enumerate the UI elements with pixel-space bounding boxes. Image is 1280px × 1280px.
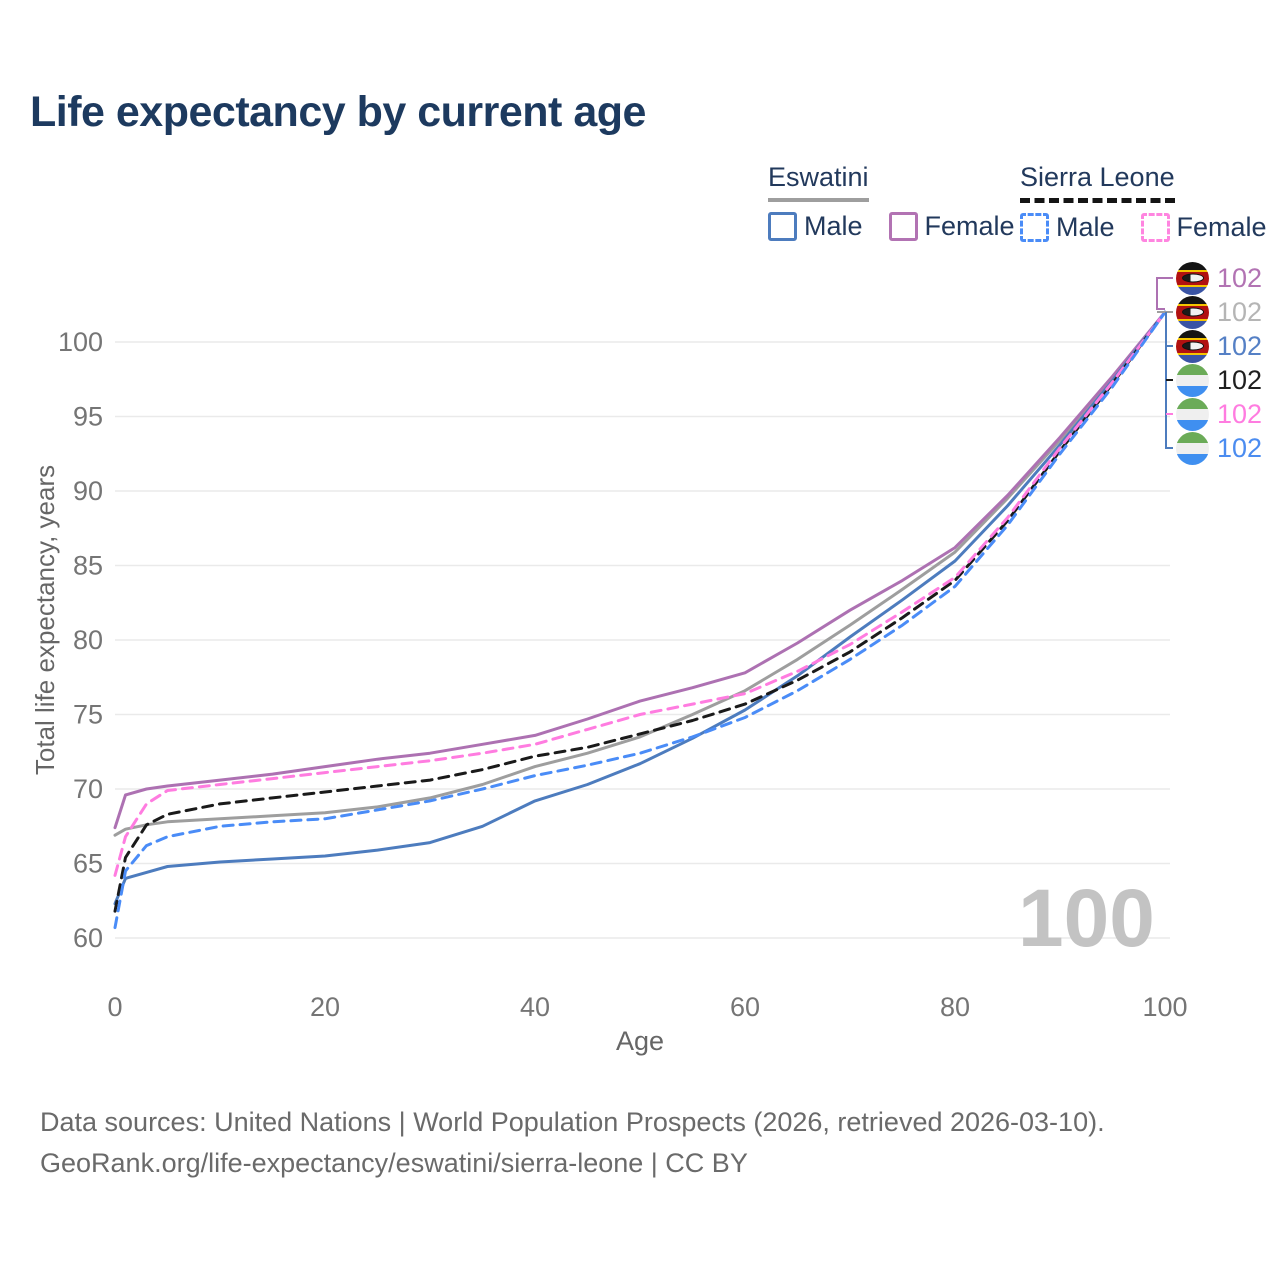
eswatini-shield-icon xyxy=(1181,273,1204,283)
sierra-leone-flag-icon xyxy=(1176,431,1209,465)
y-tick-label: 85 xyxy=(73,551,103,581)
y-tick-label: 65 xyxy=(73,849,103,879)
x-axis-title: Age xyxy=(615,1026,665,1056)
y-tick-label: 90 xyxy=(73,476,103,506)
end-value-row: 102 xyxy=(1176,295,1262,329)
legend-item-sierra-leone-female[interactable]: Female xyxy=(1140,212,1267,243)
sierra-leone-male-swatch-icon xyxy=(1020,213,1049,242)
sierra-leone-flag-icon xyxy=(1176,397,1209,431)
sierra-leone-female-swatch-icon xyxy=(1140,213,1170,242)
x-tick-label: 40 xyxy=(520,992,550,1022)
end-value-label: 102 xyxy=(1217,398,1263,429)
series-line-eswatini-male xyxy=(113,310,1167,906)
series-line-sierra-leone-female xyxy=(113,310,1167,877)
leader-line xyxy=(1156,277,1173,310)
eswatini-shield-icon xyxy=(1181,341,1204,351)
footer: Data sources: United Nations | World Pop… xyxy=(40,1102,1105,1184)
legend-group-eswatini: Eswatini Male Female xyxy=(768,162,1041,242)
page-title: Life expectancy by current age xyxy=(30,88,646,136)
x-tick-label: 100 xyxy=(1142,992,1187,1022)
legend-header-sierra-leone[interactable]: Sierra Leone xyxy=(1020,162,1175,203)
legend-group-sierra-leone: Sierra Leone Male Female xyxy=(1020,162,1280,243)
footer-data-sources: Data sources: United Nations | World Pop… xyxy=(40,1107,1105,1137)
watermark-age-indicator: 100 xyxy=(1018,873,1155,964)
eswatini-flag-icon xyxy=(1176,261,1209,295)
eswatini-flag-icon xyxy=(1176,295,1209,329)
x-tick-label: 80 xyxy=(940,992,970,1022)
series-line-sierra-leone-both-sexes xyxy=(113,310,1167,913)
eswatini-female-swatch-icon xyxy=(888,212,918,241)
end-value-row: 102 xyxy=(1176,261,1262,295)
x-tick-label: 20 xyxy=(310,992,340,1022)
y-tick-label: 60 xyxy=(73,923,103,953)
y-tick-label: 95 xyxy=(73,402,103,432)
legend-item-sierra-leone-male[interactable]: Male xyxy=(1020,212,1115,243)
y-tick-label: 100 xyxy=(58,327,103,357)
y-tick-label: 75 xyxy=(73,700,103,730)
legend-label-sierra-leone-male: Male xyxy=(1056,212,1115,242)
y-tick-label: 70 xyxy=(73,774,103,804)
legend-items-eswatini: Male Female xyxy=(768,211,1041,242)
legend-label-sierra-leone-female: Female xyxy=(1176,212,1267,242)
series-line-eswatini-both-sexes xyxy=(113,310,1167,837)
x-tick-label: 60 xyxy=(730,992,760,1022)
legend-item-eswatini-female[interactable]: Female xyxy=(888,211,1015,242)
eswatini-flag-icon xyxy=(1176,329,1209,363)
legend-header-eswatini[interactable]: Eswatini xyxy=(768,162,869,202)
series-line-sierra-leone-male xyxy=(113,310,1167,930)
end-value-row: 102 xyxy=(1176,431,1262,465)
eswatini-male-swatch-icon xyxy=(768,212,797,241)
footer-attribution: GeoRank.org/life-expectancy/eswatini/sie… xyxy=(40,1148,748,1178)
eswatini-shield-icon xyxy=(1181,307,1204,317)
end-value-row: 102 xyxy=(1176,397,1262,431)
sierra-leone-flag-icon xyxy=(1176,363,1209,397)
y-axis-title: Total life expectancy, years xyxy=(30,464,60,776)
end-value-label: 102 xyxy=(1217,296,1263,327)
legend-items-sierra-leone: Male Female xyxy=(1020,212,1280,243)
end-value-label: 102 xyxy=(1217,330,1263,361)
legend-label-eswatini-male: Male xyxy=(804,211,863,241)
end-value-label: 102 xyxy=(1217,432,1263,463)
end-value-row: 102 xyxy=(1176,329,1262,363)
y-tick-label: 80 xyxy=(73,625,103,655)
series-line-eswatini-female xyxy=(113,310,1167,830)
x-tick-label: 0 xyxy=(107,992,122,1022)
end-value-row: 102 xyxy=(1176,363,1262,397)
end-value-label: 102 xyxy=(1217,364,1263,395)
legend-label-eswatini-female: Female xyxy=(924,211,1015,241)
end-value-label: 102 xyxy=(1217,262,1263,293)
legend-item-eswatini-male[interactable]: Male xyxy=(768,211,863,242)
